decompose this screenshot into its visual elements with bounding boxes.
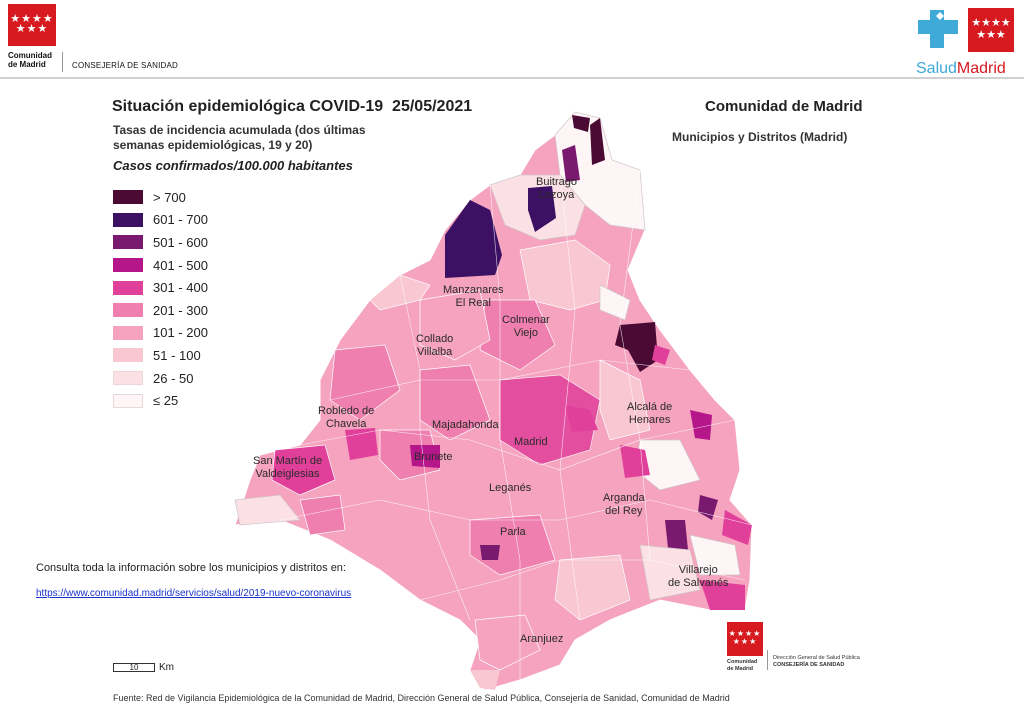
label-collado: Collado Villalba — [416, 333, 454, 358]
legend-item: 26 - 50 — [113, 367, 208, 390]
svg-text:★★★: ★★★ — [976, 28, 1006, 41]
map-subtitle: Tasas de incidencia acumulada (dos últim… — [113, 123, 366, 152]
footer-comunidad-text: Comunidad de Madrid — [727, 659, 758, 672]
footer-comunidad-flag: ★★★★ ★★★ — [727, 622, 763, 656]
comunidad-madrid-flag-logo: ★★★★ ★★★ — [8, 4, 56, 46]
legend-swatch — [113, 371, 143, 386]
legend-swatch — [113, 212, 143, 227]
legend-label: > 700 — [153, 189, 186, 205]
label-aranjuez: Aranjuez — [520, 633, 564, 645]
label-colmenar: Colmenar Viejo — [502, 314, 550, 339]
label-leganes: Leganés — [489, 482, 532, 494]
label-alcala: Alcalá de Henares — [627, 401, 673, 426]
legend-swatch — [113, 303, 143, 318]
legend-item: 401 - 500 — [113, 254, 208, 277]
label-arganda: Arganda del Rey — [603, 492, 645, 517]
legend-label: 401 - 500 — [153, 257, 208, 273]
legend-item: 501 - 600 — [113, 231, 208, 254]
scale-bar: 10 Km — [113, 662, 174, 673]
footer-org-lines: Dirección General de Salud Pública CONSE… — [773, 655, 860, 668]
region-outline — [234, 111, 753, 691]
label-villarejo: Villarejo de Salvanés — [668, 564, 729, 589]
legend-item: 601 - 700 — [113, 209, 208, 232]
label-buitrago: Buitrago Lozoya — [536, 176, 577, 201]
scale-unit: Km — [159, 662, 174, 673]
brand-madrid: Madrid — [956, 60, 1006, 77]
label-brunete: Brunete — [414, 451, 453, 463]
comunidad-madrid-logo-text: Comunidad de Madrid — [8, 51, 52, 69]
legend-swatch — [113, 280, 143, 295]
legend-item: 301 - 400 — [113, 276, 208, 299]
label-madrid: Madrid — [514, 436, 548, 448]
label-parla: Parla — [500, 526, 526, 538]
legend-label: 51 - 100 — [153, 347, 201, 363]
salud-cross-icon: ★★★★ ★★★ — [918, 8, 1014, 52]
legend-item: ≤ 25 — [113, 389, 208, 412]
consejeria-label: CONSEJERÍA DE SANIDAD — [72, 61, 179, 70]
legend-swatch — [113, 393, 143, 408]
legend-item: 201 - 300 — [113, 299, 208, 322]
legend-swatch — [113, 348, 143, 363]
scope-subtitle: Municipios y Distritos (Madrid) — [672, 130, 848, 144]
legend-swatch — [113, 258, 143, 273]
info-link[interactable]: https://www.comunidad.madrid/servicios/s… — [36, 588, 352, 599]
legend-label: 201 - 300 — [153, 302, 208, 318]
source-line: Fuente: Red de Vigilancia Epidemiológica… — [113, 693, 730, 703]
legend-label: ≤ 25 — [153, 393, 179, 409]
label-manzanares: Manzanares El Real — [443, 284, 504, 309]
info-note: Consulta toda la información sobre los m… — [36, 562, 346, 574]
legend-label: 101 - 200 — [153, 325, 208, 341]
legend-item: > 700 — [113, 186, 208, 209]
choropleth-map — [234, 111, 753, 691]
footer-divider — [767, 650, 768, 670]
units-label: Casos confirmados/100.000 habitantes — [113, 158, 353, 173]
scale-bar-box: 10 — [113, 663, 155, 672]
legend-swatch — [113, 325, 143, 340]
header-divider-vertical — [62, 52, 63, 72]
map-title: Situación epidemiológica COVID-19 25/05/… — [112, 98, 473, 115]
label-majadahonda: Majadahonda — [432, 419, 499, 431]
legend-swatch — [113, 235, 143, 250]
label-sanmartin: San Martín de Valdeiglesias — [253, 455, 323, 480]
legend-label: 501 - 600 — [153, 234, 208, 250]
svg-text:★★★★: ★★★★ — [971, 16, 1011, 29]
salud-madrid-logo: ★★★★ ★★★ SaludMadrid — [916, 6, 1020, 77]
header-rule — [0, 77, 1024, 79]
legend: > 700 601 - 700 501 - 600 401 - 500 301 - 40… — [113, 186, 208, 412]
legend-item: 51 - 100 — [113, 344, 208, 367]
label-robledo: Robledo de Chavela — [318, 405, 375, 430]
region-title: Comunidad de Madrid — [705, 98, 863, 115]
legend-label: 301 - 400 — [153, 280, 208, 296]
legend-label: 601 - 700 — [153, 212, 208, 228]
brand-salud: Salud — [916, 60, 957, 77]
legend-item: 101 - 200 — [113, 322, 208, 345]
legend-swatch — [113, 190, 143, 205]
legend-label: 26 - 50 — [153, 370, 194, 386]
